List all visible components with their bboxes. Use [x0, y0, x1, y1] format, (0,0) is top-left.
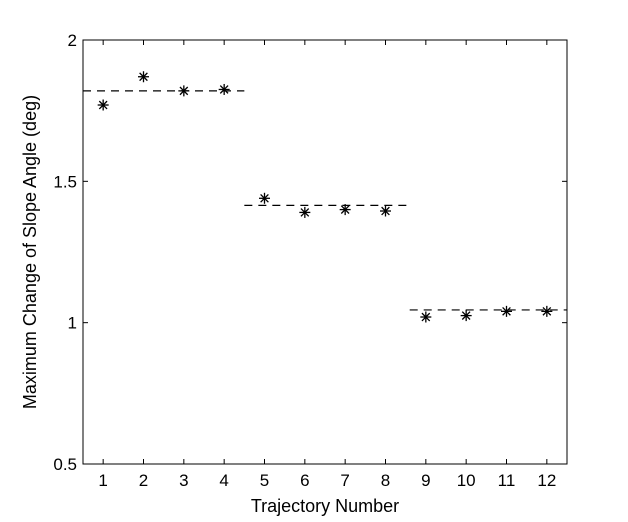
y-tick-label: 0.5 [53, 455, 77, 474]
data-point [259, 192, 270, 204]
data-point [380, 205, 391, 217]
asterisk-stroke [260, 193, 269, 203]
data-point [501, 305, 512, 317]
x-tick-label: 11 [498, 471, 516, 490]
plot-frame [82, 39, 568, 465]
asterisk-stroke [340, 205, 350, 214]
data-point [178, 85, 190, 97]
reference-lines [83, 90, 567, 311]
x-tick-label: 12 [537, 471, 556, 490]
data-point [97, 99, 109, 111]
data-point [460, 310, 472, 322]
data-point [218, 83, 230, 95]
x-tick-label: 4 [219, 471, 228, 490]
y-tick-label: 2 [68, 31, 77, 50]
x-tick-label: 9 [421, 471, 430, 490]
data-point [339, 204, 351, 216]
asterisk-stroke [139, 72, 148, 82]
data-point [138, 71, 149, 83]
plot-border [82, 39, 568, 465]
x-tick-label: 2 [139, 471, 148, 490]
x-tick-label: 5 [260, 471, 269, 490]
x-tick-label: 1 [98, 471, 107, 490]
asterisk-stroke [542, 307, 552, 316]
asterisk-stroke [98, 100, 108, 110]
x-tick-label: 8 [381, 471, 390, 490]
x-tick-label: 7 [340, 471, 349, 490]
data-point [420, 311, 432, 323]
asterisk-stroke [300, 208, 310, 217]
y-axis-title: Maximum Change of Slope Angle (deg) [20, 95, 40, 409]
asterisk-stroke [421, 312, 431, 322]
asterisk-stroke [461, 311, 471, 320]
x-tick-label: 10 [457, 471, 476, 490]
asterisk-stroke [502, 307, 511, 316]
x-tick-label: 6 [300, 471, 309, 490]
x-tick-label: 3 [179, 471, 188, 490]
asterisk-stroke [179, 86, 189, 96]
y-tick-label: 1.5 [53, 172, 77, 191]
asterisk-stroke [219, 85, 229, 94]
x-axis-ticks: 1 2 3 4 5 6 7 8 9 10 11 12 [98, 40, 556, 490]
asterisk-stroke [381, 206, 390, 216]
y-axis-ticks: 0.5 1 1.5 2 [53, 31, 567, 474]
x-axis-title: Trajectory Number [251, 496, 399, 516]
data-point [299, 206, 311, 218]
data-markers [97, 71, 553, 323]
y-tick-label: 1 [68, 314, 77, 333]
data-point [541, 305, 553, 317]
